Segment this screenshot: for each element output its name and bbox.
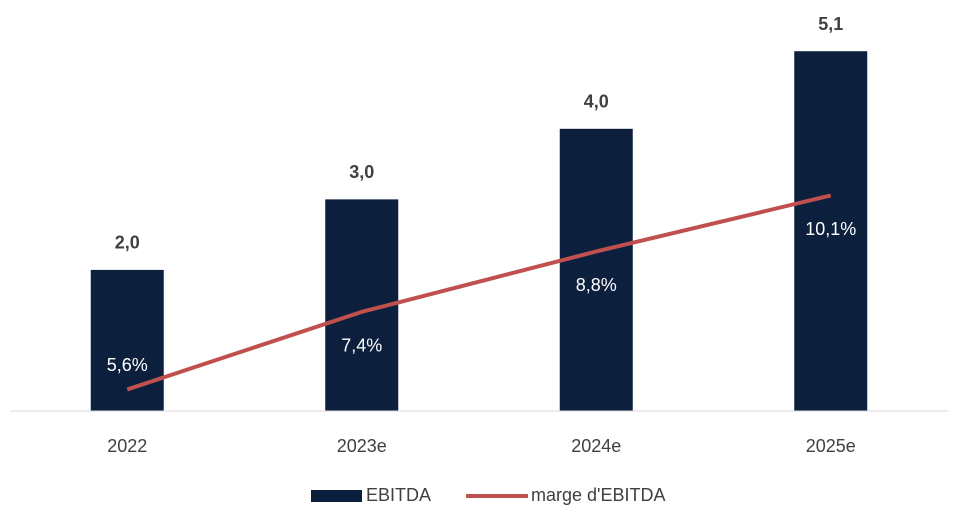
legend-label: EBITDA bbox=[366, 485, 431, 505]
line-value-label: 5,6% bbox=[107, 355, 148, 375]
legend-label: marge d'EBITDA bbox=[531, 485, 665, 505]
bar-value-label: 2,0 bbox=[115, 233, 140, 253]
bar bbox=[559, 128, 633, 411]
line-value-label: 8,8% bbox=[576, 275, 617, 295]
x-tick-label: 2023e bbox=[337, 436, 387, 456]
bar bbox=[90, 269, 164, 411]
bar bbox=[794, 51, 868, 412]
x-tick-label: 2025e bbox=[806, 436, 856, 456]
line-value-label: 7,4% bbox=[341, 336, 382, 356]
bar-value-label: 5,1 bbox=[818, 14, 843, 34]
x-tick-label: 2024e bbox=[571, 436, 621, 456]
x-tick-label: 2022 bbox=[107, 436, 147, 456]
line bbox=[126, 193, 832, 392]
bar-value-label: 4,0 bbox=[584, 92, 609, 112]
bar-value-label: 3,0 bbox=[349, 162, 374, 182]
legend-swatch bbox=[311, 490, 362, 502]
line-value-label: 10,1% bbox=[805, 219, 856, 239]
